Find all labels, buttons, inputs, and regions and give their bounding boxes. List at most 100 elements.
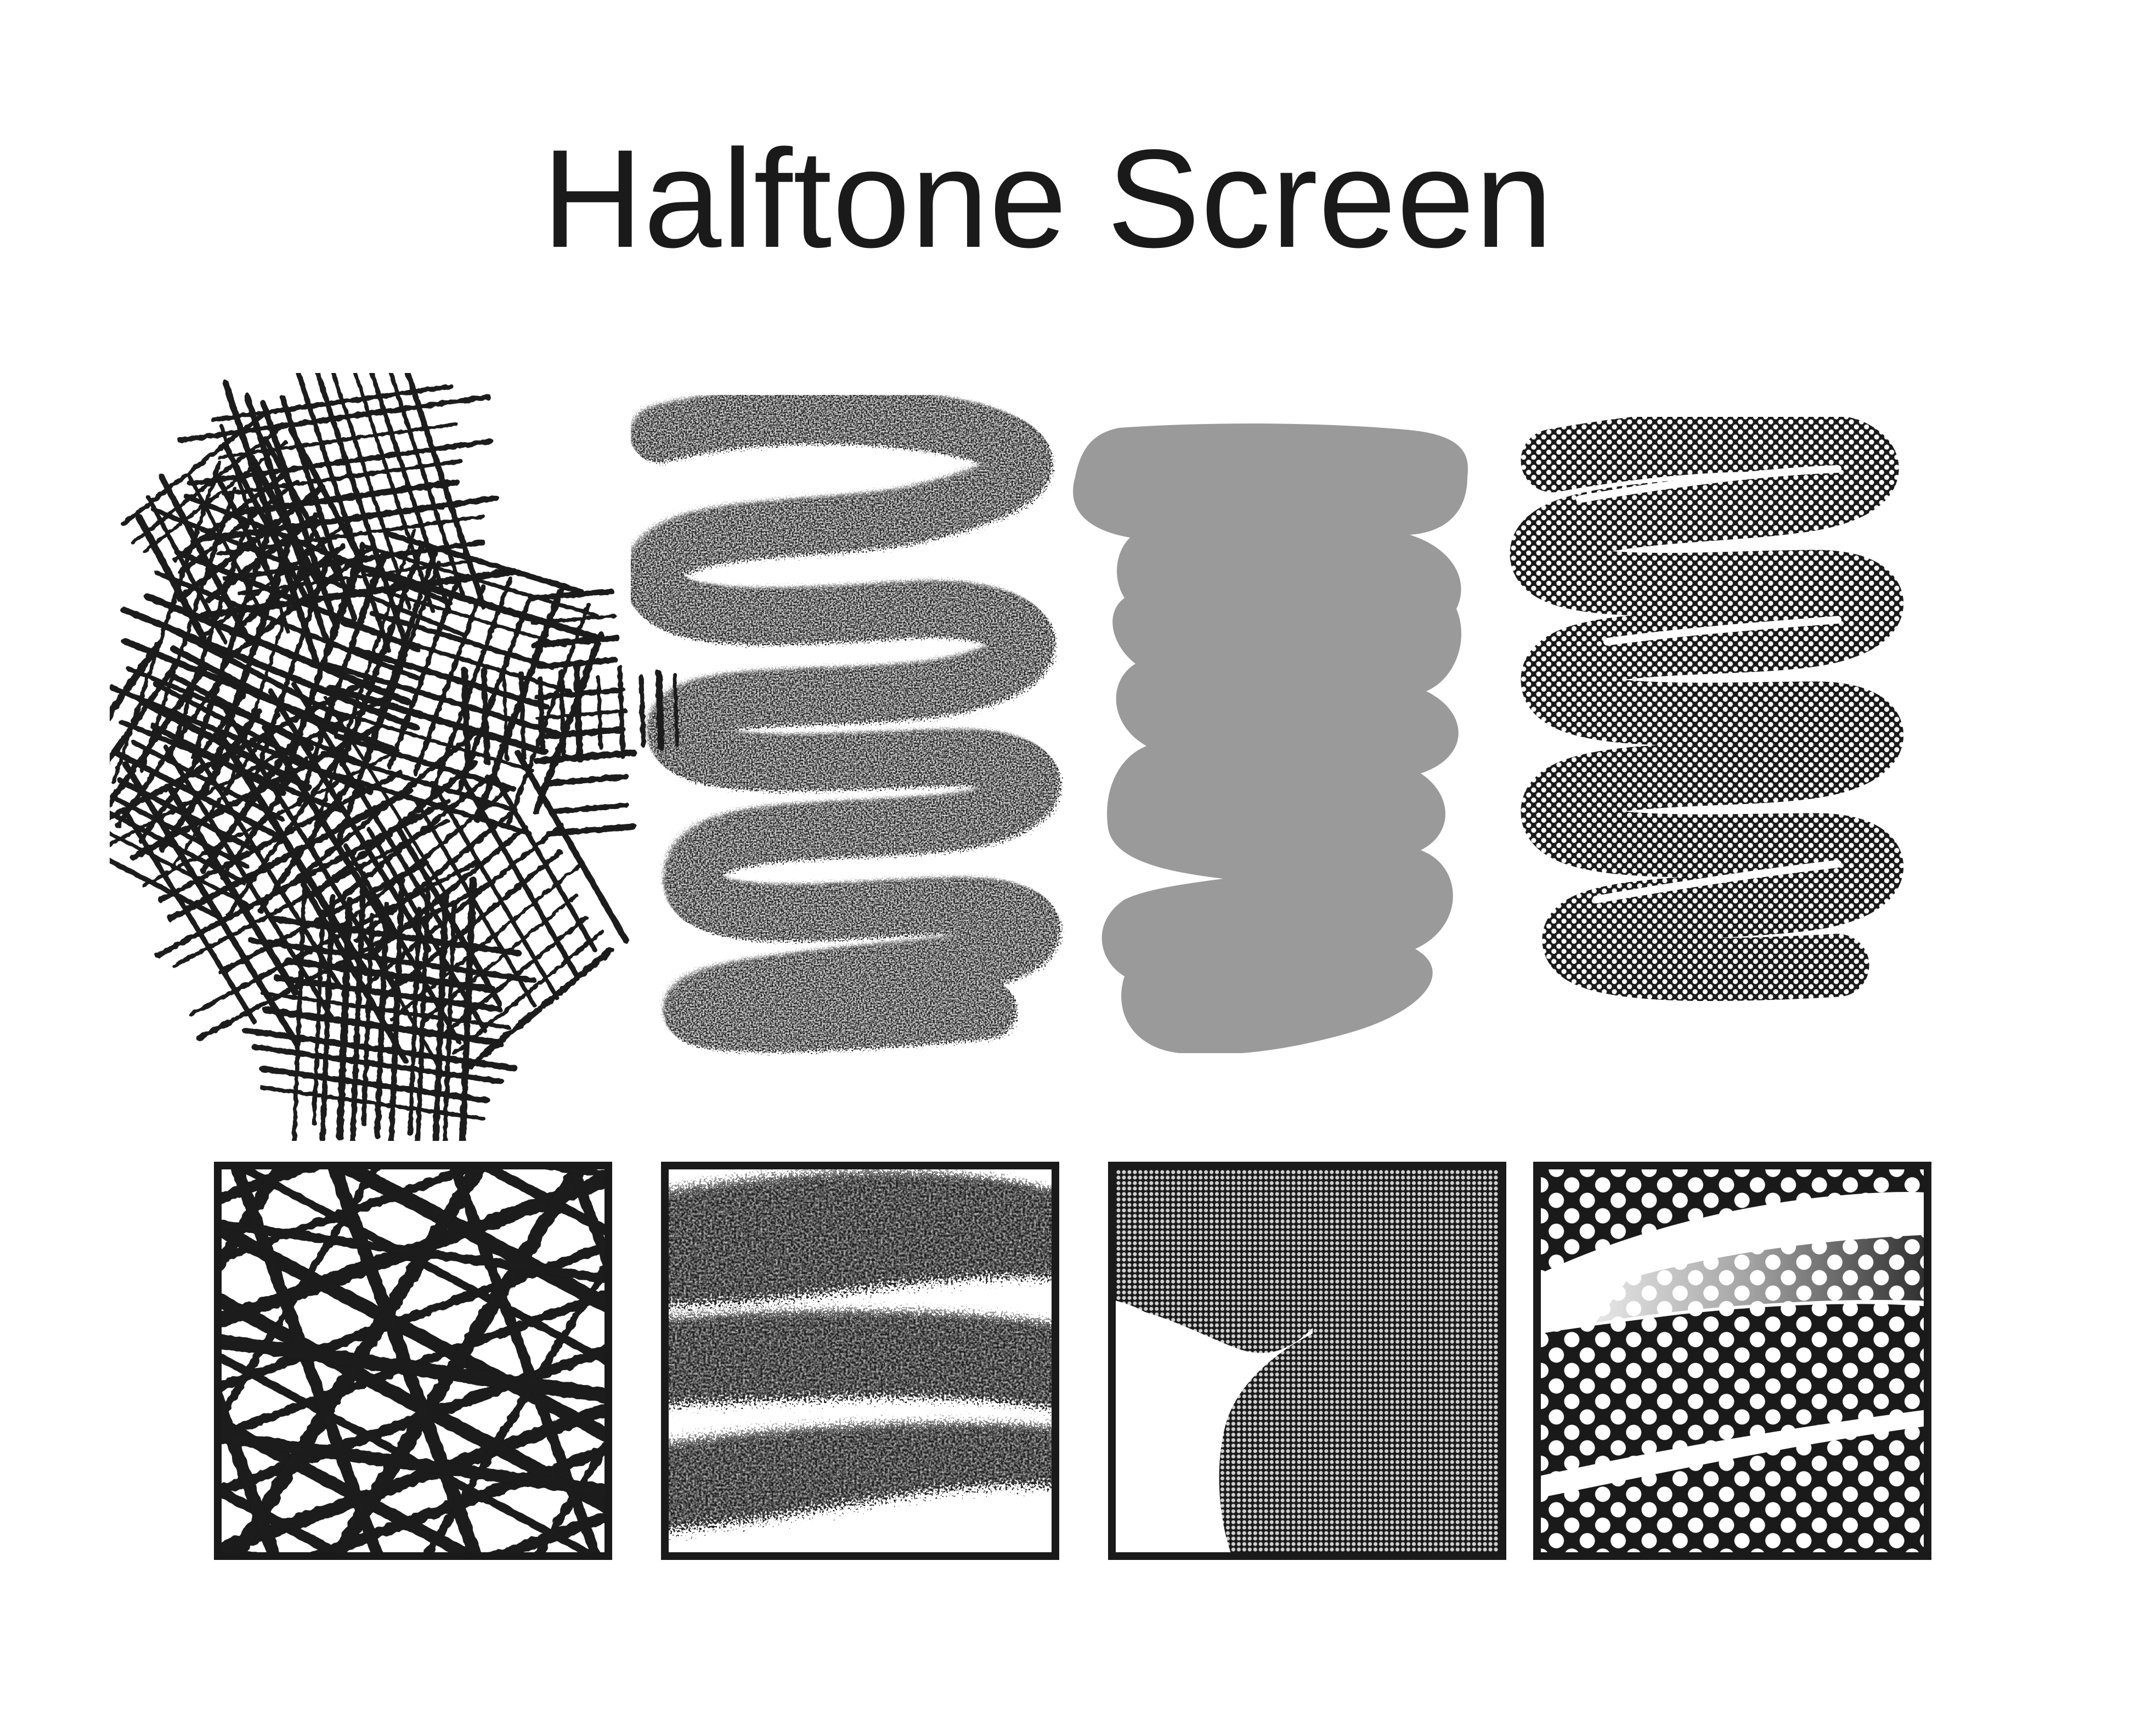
hatch-line	[431, 780, 560, 1001]
hatch-line	[150, 723, 287, 797]
hatch-line	[110, 858, 222, 920]
hatch-line	[537, 676, 545, 753]
hatch-line	[172, 471, 289, 562]
coarse-halftone-detail-art	[1541, 1169, 1924, 1552]
hatch-line	[229, 543, 346, 636]
hatch-line	[354, 811, 513, 943]
hatch-line	[222, 1169, 286, 1273]
hatch-line	[230, 1169, 383, 1552]
hatch-line	[112, 796, 250, 869]
hatch-line	[158, 473, 253, 646]
hatch-line	[374, 901, 389, 1139]
hatch-line	[289, 427, 364, 564]
hatch-line	[320, 894, 335, 1141]
hatch-line	[408, 907, 422, 1136]
hatch-line	[355, 823, 564, 996]
hatch-line	[456, 598, 531, 794]
hatch-line	[481, 1169, 604, 1236]
hatch-line	[327, 685, 549, 756]
hatch-line	[534, 1440, 604, 1552]
charcoal-zigzag-stroke	[631, 395, 1060, 1052]
hatch-line	[222, 1223, 604, 1442]
hatch-line	[336, 897, 353, 1140]
hatch-line	[514, 749, 629, 944]
hatch-line	[502, 670, 509, 761]
hatch-line	[324, 695, 449, 898]
crosshatch-detail-art	[222, 1169, 604, 1552]
hatch-line	[238, 1169, 604, 1365]
hatch-line	[222, 1392, 280, 1552]
hatch-line	[110, 666, 207, 808]
hatch-line	[467, 947, 614, 1069]
hatch-line	[321, 750, 518, 813]
hatch-line	[257, 779, 353, 914]
hatch-line	[330, 1169, 587, 1552]
hatch-line	[139, 698, 313, 791]
hatch-line	[331, 373, 412, 610]
hatch-line	[388, 877, 405, 1141]
hatch-line	[442, 900, 457, 1141]
hatch-line	[361, 913, 375, 1126]
hatch-line	[452, 929, 604, 1055]
hatch-line	[534, 749, 637, 765]
hatch-line	[222, 1169, 478, 1263]
hatch-line	[534, 687, 625, 700]
hatch-line	[536, 657, 618, 670]
hatch-line	[351, 646, 550, 710]
hatch-line	[370, 586, 568, 648]
hatch-line	[123, 810, 257, 1025]
hatch-line	[223, 544, 375, 664]
coarse-halftone-detail	[1533, 1162, 1931, 1560]
hatch-line	[205, 512, 320, 603]
hatch-line	[540, 726, 626, 740]
hatch-line	[535, 709, 628, 721]
hatch-line	[231, 479, 460, 517]
hatch-line	[201, 517, 355, 638]
hatch-line	[152, 681, 320, 770]
hatch-line	[122, 760, 301, 1048]
charcoal-detail-art	[669, 1170, 1052, 1530]
hatch-line	[545, 773, 629, 787]
hatch-line	[211, 532, 295, 771]
hatch-line	[222, 1353, 596, 1552]
hatch-line	[170, 645, 338, 736]
hatch-line	[222, 1430, 604, 1497]
hatch-line	[117, 778, 261, 855]
hatch-line	[336, 548, 438, 844]
hatch-line	[222, 1169, 380, 1422]
hatch-line	[222, 1220, 604, 1283]
hatch-line	[300, 549, 367, 726]
hatch-line	[450, 1169, 601, 1552]
hatch-line	[121, 412, 267, 526]
gray-fill-stroke	[1073, 423, 1468, 1053]
hatch-line	[369, 610, 554, 670]
hatch-line	[423, 1263, 604, 1552]
hatch-line	[518, 671, 527, 760]
charcoal-detail	[661, 1162, 1059, 1560]
hatch-line	[528, 589, 614, 601]
crosshatch-detail	[214, 1162, 612, 1560]
page-title: Halftone Screen	[542, 121, 1553, 277]
hatch-line	[360, 544, 599, 618]
hatch-line	[530, 635, 620, 649]
hatch-line	[310, 760, 478, 899]
hatch-line	[349, 871, 366, 1141]
hatch-line	[550, 802, 630, 815]
hatch-line	[222, 1417, 476, 1552]
hatch-line	[432, 890, 449, 1141]
hatch-line	[481, 668, 490, 765]
hatch-line	[270, 915, 522, 957]
hatch-line	[110, 831, 249, 906]
hatch-line	[131, 740, 284, 822]
hatch-line	[273, 975, 502, 1013]
hatch-line	[386, 531, 584, 595]
hatch-line	[530, 614, 617, 625]
hatch-line	[135, 514, 207, 642]
hatch-line	[546, 823, 637, 837]
hatch-line	[341, 621, 572, 694]
halftone-zigzag-stroke	[1508, 417, 1903, 1048]
hatch-line	[167, 786, 299, 996]
hatch-line	[115, 675, 224, 828]
hatch-line	[292, 875, 307, 1141]
fine-halftone-detail-art	[1116, 1169, 1499, 1552]
